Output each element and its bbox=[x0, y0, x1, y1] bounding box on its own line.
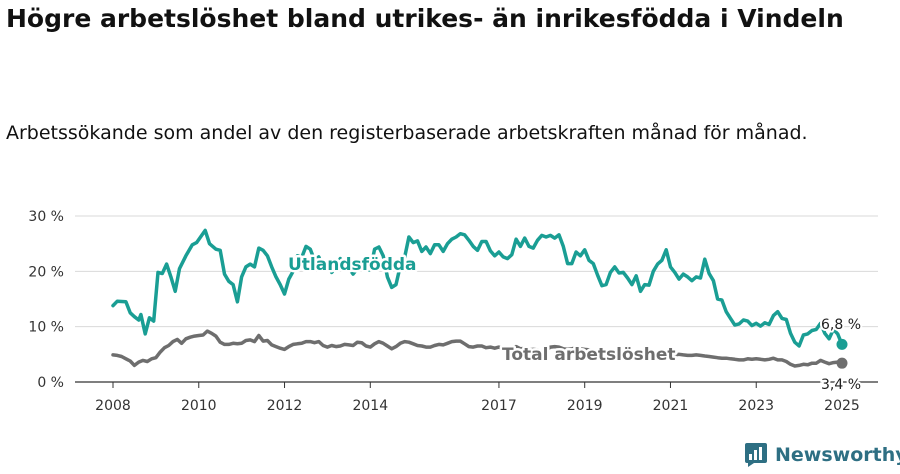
y-tick-label: 0 % bbox=[37, 375, 64, 391]
chart-subtitle: Arbetssökande som andel av den registerb… bbox=[6, 122, 808, 144]
brand-name: Newsworthy bbox=[775, 444, 900, 466]
x-tick-label: 2014 bbox=[352, 398, 388, 414]
end-value-label: 6,8 % bbox=[821, 317, 861, 333]
chart-title: Högre arbetslöshet bland utrikes- än inr… bbox=[6, 4, 844, 33]
series-label-total-arbetsl-shet: Total arbetslöshet bbox=[502, 345, 676, 365]
y-tick-label: 20 % bbox=[28, 264, 64, 280]
x-tick-label: 2021 bbox=[653, 398, 689, 414]
series-line-total-arbetsl-shet bbox=[111, 329, 844, 368]
gridlines bbox=[75, 215, 878, 383]
x-tick-label: 2019 bbox=[567, 398, 603, 414]
x-tick-label: 2012 bbox=[267, 398, 303, 414]
x-tick-label: 2025 bbox=[824, 398, 860, 414]
series-label-utlandsf-dda: Utlandsfödda bbox=[288, 255, 417, 275]
x-tick-label: 2023 bbox=[738, 398, 774, 414]
series-lines bbox=[111, 228, 848, 369]
series-end-point bbox=[836, 357, 848, 369]
x-axis-ticks: 2008 2010 2012 2014 2017 2019 2021 2023 2025 bbox=[95, 382, 860, 414]
end-value-label: 3,4 % bbox=[821, 377, 861, 393]
series-line-utlandsf-dda bbox=[111, 228, 844, 348]
newsworthy-logo: Newsworthy bbox=[744, 441, 900, 469]
y-tick-label: 10 % bbox=[28, 320, 64, 336]
y-axis-ticks: 0 % 10 % 20 % 30 % bbox=[28, 209, 64, 391]
x-tick-label: 2017 bbox=[481, 398, 517, 414]
y-tick-label: 30 % bbox=[28, 209, 64, 225]
x-tick-label: 2008 bbox=[95, 398, 131, 414]
series-end-point bbox=[836, 338, 848, 350]
x-tick-label: 2010 bbox=[181, 398, 217, 414]
newsworthy-logo-icon bbox=[745, 443, 767, 467]
series-labels: Utlandsfödda Total arbetslöshet 6,8 % 3,4 % bbox=[286, 253, 864, 396]
